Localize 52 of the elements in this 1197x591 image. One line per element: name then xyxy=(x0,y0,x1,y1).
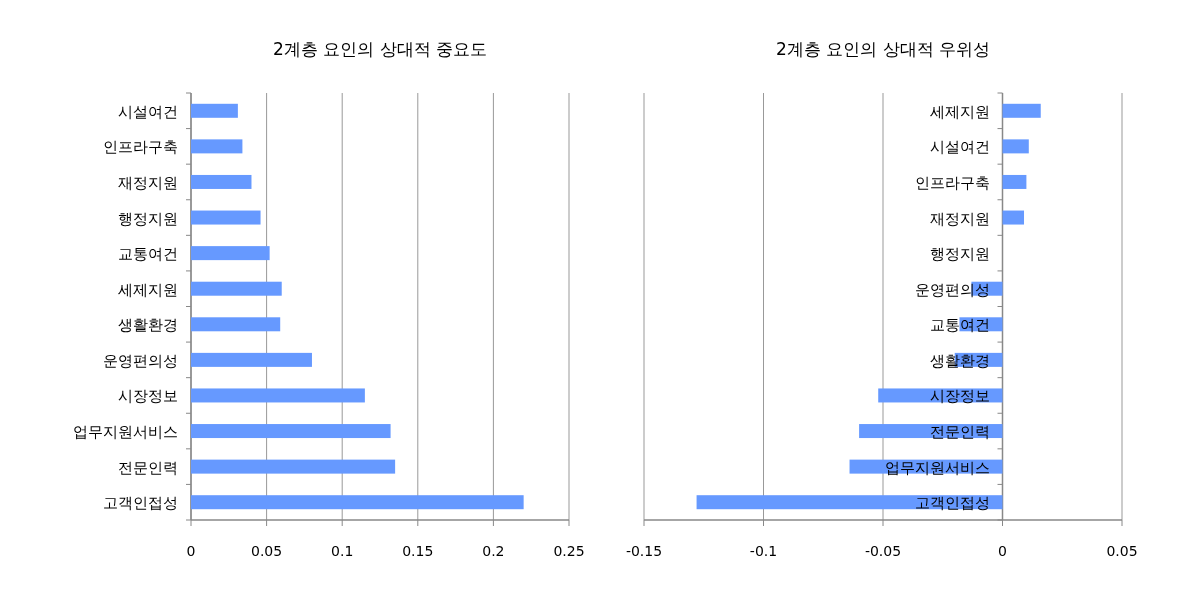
y-tick-label: 생활환경 xyxy=(118,316,178,335)
y-tick-label: 세제지원 xyxy=(118,280,178,299)
x-tick-label: 0 xyxy=(186,543,196,559)
x-tick-label: 0.1 xyxy=(331,543,354,559)
x-tick-label: -0.1 xyxy=(749,543,778,559)
y-tick-label: 재정지원 xyxy=(929,209,990,228)
y-tick-label: 인프라구축 xyxy=(914,173,990,192)
y-tick-label: 행정지원 xyxy=(118,209,178,228)
bar xyxy=(191,388,365,403)
y-tick-label: 세제지원 xyxy=(929,102,990,121)
x-tick-label: 0.05 xyxy=(251,543,283,559)
x-tick-label: -0.05 xyxy=(864,543,902,559)
y-tick-label: 시설여건 xyxy=(929,138,990,157)
y-tick-label: 전문인력 xyxy=(118,458,178,477)
y-tick-label: 인프라구축 xyxy=(103,138,178,157)
bar xyxy=(191,210,261,225)
bar xyxy=(191,246,270,261)
y-tick-label: 운영편의성 xyxy=(103,351,178,370)
y-tick-label: 업무지원서비스 xyxy=(73,423,178,442)
x-tick-label: 0.2 xyxy=(482,543,505,559)
y-tick-label: 교통여건 xyxy=(929,316,990,335)
bar xyxy=(191,495,524,510)
y-tick-label: 시장정보 xyxy=(929,387,990,406)
chart-title: 2계층 요인의 상대적 중요도 xyxy=(272,39,488,59)
bar xyxy=(1002,103,1041,118)
y-tick-label: 교통여건 xyxy=(118,245,178,264)
bar xyxy=(191,424,391,439)
y-tick-label: 업무지원서비스 xyxy=(884,458,990,477)
x-tick-label: 0.25 xyxy=(553,543,585,559)
chart-title: 2계층 요인의 상대적 우위성 xyxy=(775,39,991,59)
bar xyxy=(1002,210,1025,225)
y-tick-label: 재정지원 xyxy=(118,173,178,192)
x-tick-label: 0.05 xyxy=(1106,543,1138,559)
y-tick-label: 고객인접성 xyxy=(103,494,178,513)
bar xyxy=(191,459,396,474)
bar xyxy=(696,495,1003,510)
x-tick-label: -0.15 xyxy=(625,543,663,559)
bar xyxy=(191,174,252,189)
y-tick-label: 전문인력 xyxy=(929,423,990,442)
bar xyxy=(191,103,238,118)
y-tick-label: 시장정보 xyxy=(118,387,178,406)
x-tick-label: 0.15 xyxy=(402,543,434,559)
y-tick-label: 행정지원 xyxy=(929,245,990,264)
bar xyxy=(191,317,281,332)
y-tick-label: 고객인접성 xyxy=(914,494,990,513)
bar xyxy=(1002,174,1027,189)
bar xyxy=(191,281,282,296)
bar xyxy=(191,352,312,367)
bar xyxy=(1002,139,1029,154)
bar xyxy=(191,139,243,154)
y-tick-label: 시설여건 xyxy=(118,102,178,121)
x-tick-label: 0 xyxy=(998,543,1007,559)
